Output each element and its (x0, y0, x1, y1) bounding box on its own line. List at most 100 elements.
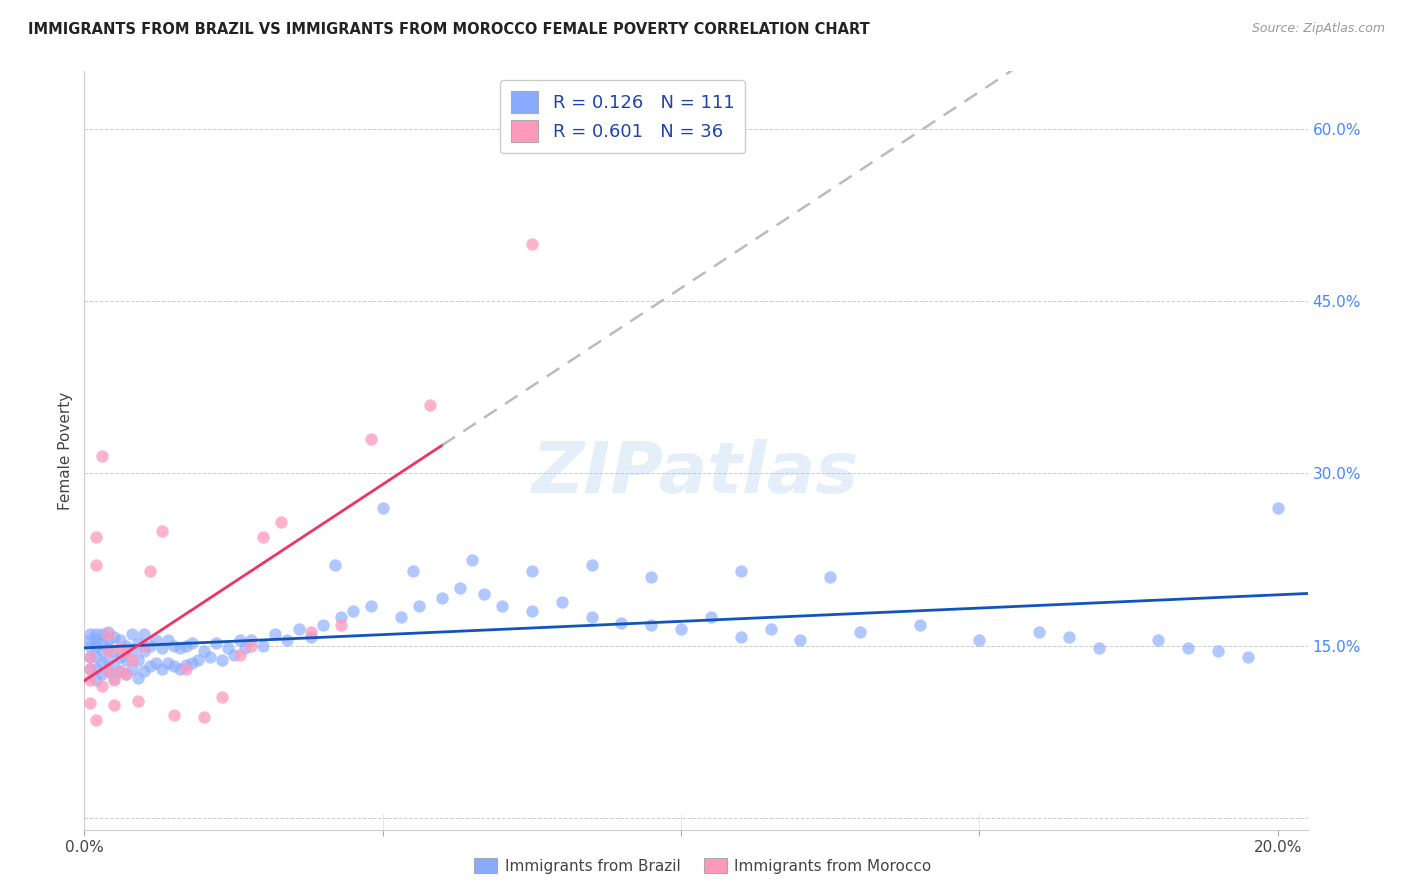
Point (79, 696, 101, 710)
Point (79, 627, 101, 641)
Point (252, 639, 274, 653)
Point (969, 633, 991, 648)
Point (108, 664, 131, 678)
Point (115, 639, 138, 653)
Point (401, 564, 423, 578)
Point (121, 627, 143, 641)
Point (91, 644, 114, 658)
Y-axis label: Female Poverty: Female Poverty (58, 392, 73, 509)
Point (174, 662, 197, 676)
Point (198, 650, 221, 665)
Point (1237, 650, 1260, 665)
Point (79, 650, 101, 665)
Point (432, 591, 454, 605)
Point (91, 449, 114, 463)
Point (581, 558, 603, 573)
Point (103, 698, 125, 713)
Point (79, 662, 101, 676)
Point (288, 622, 311, 636)
Point (79, 673, 101, 688)
Point (329, 610, 352, 624)
Point (132, 639, 155, 653)
Point (1177, 641, 1199, 656)
Point (180, 636, 202, 650)
Point (84, 627, 107, 641)
Point (127, 636, 149, 650)
Point (908, 618, 931, 632)
Point (91, 627, 114, 641)
Point (103, 673, 125, 688)
Point (84, 673, 107, 688)
Point (127, 652, 149, 666)
Point (610, 615, 633, 630)
Point (419, 397, 441, 411)
Point (163, 659, 186, 673)
Point (132, 664, 155, 678)
Point (115, 644, 138, 658)
Point (187, 652, 209, 666)
Point (150, 524, 173, 538)
Point (360, 599, 382, 613)
Point (789, 633, 811, 648)
Point (84, 650, 107, 665)
Point (79, 639, 101, 653)
Text: IMMIGRANTS FROM BRAZIL VS IMMIGRANTS FROM MOROCCO FEMALE POVERTY CORRELATION CHA: IMMIGRANTS FROM BRAZIL VS IMMIGRANTS FRO… (28, 22, 870, 37)
Point (127, 694, 149, 708)
Point (222, 648, 245, 662)
Point (79, 662, 101, 676)
Point (121, 652, 143, 666)
Point (84, 558, 107, 573)
Text: ZIPatlas: ZIPatlas (533, 439, 859, 508)
Point (1028, 624, 1050, 639)
Point (640, 570, 662, 584)
Point (371, 500, 394, 515)
Point (121, 662, 143, 676)
Point (730, 564, 752, 578)
Point (121, 644, 143, 658)
Point (581, 610, 603, 624)
Point (1206, 644, 1229, 658)
Point (108, 641, 131, 656)
Point (169, 662, 191, 676)
Point (115, 652, 138, 666)
Point (252, 530, 274, 544)
Point (156, 633, 179, 648)
Point (139, 659, 162, 673)
Point (97, 664, 120, 678)
Point (240, 639, 263, 653)
Point (276, 633, 298, 648)
Point (360, 432, 382, 446)
Point (193, 644, 215, 658)
Point (115, 667, 138, 681)
Point (228, 633, 250, 648)
Point (108, 650, 131, 665)
Point (174, 639, 197, 653)
Point (91, 667, 114, 681)
Point (235, 641, 257, 656)
Point (132, 644, 155, 658)
Point (84, 714, 107, 728)
Point (759, 622, 782, 636)
Point (97, 641, 120, 656)
Point (299, 624, 322, 639)
Point (240, 633, 263, 648)
Point (127, 671, 149, 685)
Point (264, 627, 287, 641)
Point (97, 627, 120, 641)
Point (91, 636, 114, 650)
Point (156, 656, 179, 670)
Point (228, 648, 250, 662)
Point (103, 671, 125, 685)
Point (204, 636, 226, 650)
Point (520, 564, 543, 578)
Point (97, 624, 120, 639)
Point (84, 639, 107, 653)
Point (132, 627, 155, 641)
Point (700, 610, 723, 624)
Point (139, 639, 162, 653)
Point (163, 707, 186, 722)
Point (91, 656, 114, 670)
Legend: R = 0.126   N = 111, R = 0.601   N = 36: R = 0.126 N = 111, R = 0.601 N = 36 (501, 80, 745, 153)
Point (491, 599, 513, 613)
Point (449, 582, 471, 596)
